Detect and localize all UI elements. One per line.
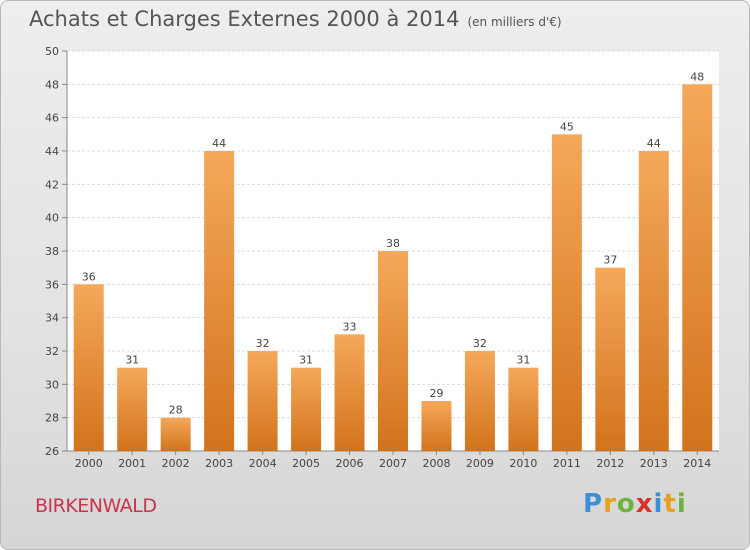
bar-value-label: 48 <box>690 70 704 83</box>
y-tick-label: 42 <box>45 178 59 191</box>
bar <box>378 251 408 451</box>
bar <box>291 367 322 451</box>
x-tick-label: 2011 <box>553 457 581 470</box>
x-tick-label: 2009 <box>466 457 494 470</box>
x-tick-label: 2012 <box>596 457 624 470</box>
bar <box>464 351 495 451</box>
y-tick-label: 26 <box>45 445 59 458</box>
x-tick-label: 2003 <box>205 457 233 470</box>
bar-value-label: 29 <box>429 387 443 400</box>
x-tick-label: 2014 <box>683 457 711 470</box>
bar-value-label: 33 <box>343 320 357 333</box>
y-tick-label: 44 <box>45 145 59 158</box>
y-tick-label: 28 <box>45 412 59 425</box>
bar <box>334 334 365 451</box>
logo-letter: t <box>663 489 677 519</box>
bar <box>682 84 713 451</box>
bar <box>508 367 539 451</box>
y-tick-label: 48 <box>45 78 59 91</box>
bar-value-label: 44 <box>212 137 226 150</box>
bar-value-label: 45 <box>560 120 574 133</box>
logo-letter: o <box>616 489 636 519</box>
bar <box>204 151 235 451</box>
bar <box>247 351 278 451</box>
logo-letter: P <box>583 489 604 519</box>
x-tick-label: 2006 <box>336 457 364 470</box>
bar-value-label: 37 <box>603 254 617 267</box>
y-tick-label: 36 <box>45 278 59 291</box>
y-tick-label: 34 <box>45 312 59 325</box>
bar-value-label: 38 <box>386 237 400 250</box>
x-tick-label: 2008 <box>422 457 450 470</box>
y-tick-label: 30 <box>45 378 59 391</box>
logo-letter: x <box>635 489 654 519</box>
bar-value-label: 31 <box>516 354 530 367</box>
x-tick-label: 2004 <box>249 457 277 470</box>
bar <box>551 134 582 452</box>
bar-value-label: 31 <box>125 354 139 367</box>
bar <box>73 284 104 451</box>
y-tick-label: 38 <box>45 245 59 258</box>
bar <box>117 367 148 451</box>
x-tick-label: 2013 <box>640 457 668 470</box>
x-tick-label: 2010 <box>509 457 537 470</box>
city-name: BIRKENWALD <box>35 495 157 517</box>
chart-title-row: Achats et Charges Externes 2000 à 2014 (e… <box>29 7 562 31</box>
x-tick-label: 2007 <box>379 457 407 470</box>
bar-value-label: 32 <box>256 337 270 350</box>
y-tick-label: 46 <box>45 112 59 125</box>
x-tick-label: 2001 <box>118 457 146 470</box>
bar <box>638 151 669 451</box>
bar-value-label: 28 <box>169 404 183 417</box>
chart-title: Achats et Charges Externes 2000 à 2014 <box>29 7 460 31</box>
proxiti-logo[interactable]: Proxiti <box>583 489 687 519</box>
bar-value-label: 36 <box>82 270 96 283</box>
y-tick-label: 50 <box>45 45 59 58</box>
y-tick-label: 32 <box>45 345 59 358</box>
bar-value-label: 31 <box>299 354 313 367</box>
bar-value-label: 44 <box>647 137 661 150</box>
bar <box>421 401 452 451</box>
x-tick-label: 2002 <box>162 457 190 470</box>
chart-subtitle: (en milliers d'€) <box>467 15 562 29</box>
bar <box>595 267 626 451</box>
logo-letter: i <box>676 489 687 519</box>
bar-value-label: 32 <box>473 337 487 350</box>
logo-letter: r <box>603 489 617 519</box>
bar <box>160 417 191 451</box>
x-tick-label: 2000 <box>75 457 103 470</box>
x-tick-label: 2005 <box>292 457 320 470</box>
y-tick-label: 40 <box>45 212 59 225</box>
logo-letter: i <box>653 489 664 519</box>
